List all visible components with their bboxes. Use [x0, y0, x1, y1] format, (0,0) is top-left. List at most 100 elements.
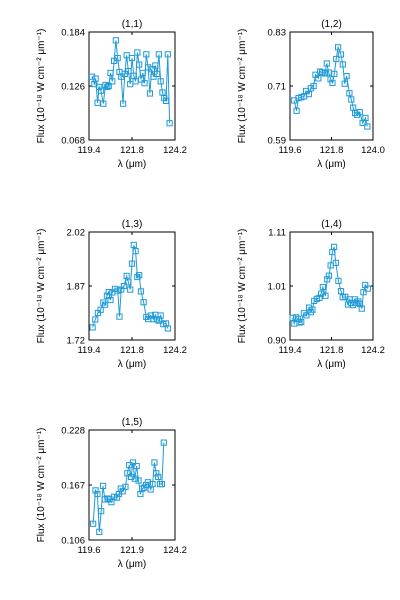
data-point [296, 319, 303, 326]
data-point [113, 494, 121, 501]
data-point [305, 91, 312, 98]
x-tick-label: 119.6 [77, 545, 100, 556]
data-point [128, 54, 136, 62]
data-point [132, 247, 139, 255]
data-point [116, 313, 123, 320]
data-point [143, 51, 150, 58]
data-point [337, 51, 345, 58]
x-tick-label: 119.4 [77, 345, 100, 356]
data-point [346, 90, 353, 97]
y-tick-label: 0.068 [61, 136, 85, 147]
data-point [155, 51, 162, 58]
data-point [103, 292, 111, 299]
plot-frame [88, 231, 176, 341]
data-point [298, 318, 305, 326]
data-point [330, 243, 338, 251]
data-point [122, 483, 129, 490]
y-tick-label: 0.106 [61, 536, 85, 547]
data-point [362, 114, 369, 122]
data-point [112, 37, 119, 44]
data-point [92, 75, 99, 82]
x-axis-label: λ (μm) [118, 359, 147, 370]
data-point [323, 60, 330, 67]
y-tick-label: 2.02 [67, 228, 86, 239]
data-point [94, 490, 101, 498]
data-point [92, 316, 99, 323]
data-point [316, 294, 323, 301]
data-point [96, 528, 103, 535]
data-point [100, 100, 107, 107]
data-point [96, 83, 103, 91]
plot-frame [88, 429, 176, 541]
data-point [335, 44, 342, 51]
data-point [133, 462, 140, 470]
x-tick-label: 119.6 [278, 145, 301, 156]
chart-title: (1,4) [321, 219, 342, 230]
data-point [127, 473, 135, 480]
data-point [327, 76, 334, 83]
data-point [292, 314, 300, 321]
series-line [92, 244, 169, 329]
y-tick-label: 0.83 [268, 28, 287, 39]
data-point [98, 508, 105, 515]
data-point [137, 76, 145, 83]
data-point [104, 495, 111, 502]
data-point [139, 485, 146, 492]
data-point [343, 73, 350, 80]
plot-frame [289, 31, 374, 141]
x-tick-label: 124.2 [361, 345, 385, 356]
chart-title: (1,3) [122, 219, 143, 230]
data-point [114, 54, 121, 62]
data-point [322, 292, 329, 299]
y-tick-label: 0.59 [268, 136, 287, 147]
data-point [319, 283, 326, 291]
data-point [120, 282, 128, 290]
data-point [353, 299, 360, 307]
chart-panel-3: (1,3) 119.4 121.8 124.2 1.72 1.87 2.02 λ (μm) Fl… [36, 219, 187, 370]
data-point [99, 482, 107, 490]
data-point [153, 70, 161, 77]
y-tick-label: 1.72 [67, 336, 86, 347]
y-axis-label: Flux (10⁻¹⁸ W cm⁻² μm⁻¹) [237, 29, 248, 144]
data-point [128, 260, 136, 267]
data-point [324, 276, 331, 283]
y-tick-label: 1.01 [268, 282, 287, 293]
data-point [149, 480, 156, 488]
x-tick-label: 124.2 [163, 145, 187, 156]
data-point [119, 100, 127, 107]
y-tick-label: 1.87 [67, 282, 86, 293]
data-point [160, 439, 167, 446]
data-point [364, 123, 371, 130]
data-point [158, 480, 166, 488]
y-axis-label: Flux (10⁻¹⁸ W cm⁻² μm⁻¹) [36, 428, 47, 543]
data-point [153, 316, 161, 323]
data-point [146, 90, 154, 97]
data-point [105, 82, 112, 90]
data-point [315, 75, 322, 82]
data-point [144, 479, 151, 486]
data-point [140, 299, 147, 306]
x-tick-label: 124.0 [361, 145, 385, 156]
data-point [309, 306, 316, 313]
data-point [337, 288, 345, 295]
data-point [125, 279, 132, 286]
data-point [109, 78, 116, 85]
y-axis-label: Flux (10⁻¹⁸ W cm⁻² μm⁻¹) [237, 229, 248, 344]
data-point [136, 61, 143, 68]
data-point [97, 306, 104, 313]
data-point [364, 285, 371, 292]
y-tick-label: 0.126 [61, 82, 85, 93]
series-line [292, 246, 369, 326]
y-tick-label: 0.184 [61, 28, 85, 39]
data-point [139, 69, 146, 77]
data-point [130, 241, 137, 249]
data-point [360, 289, 367, 296]
data-point [341, 80, 348, 87]
data-point [131, 475, 138, 482]
data-point [127, 286, 134, 293]
chart-title: (1,1) [122, 19, 143, 30]
data-point [97, 87, 105, 94]
data-point [321, 70, 328, 77]
data-point [105, 289, 112, 296]
